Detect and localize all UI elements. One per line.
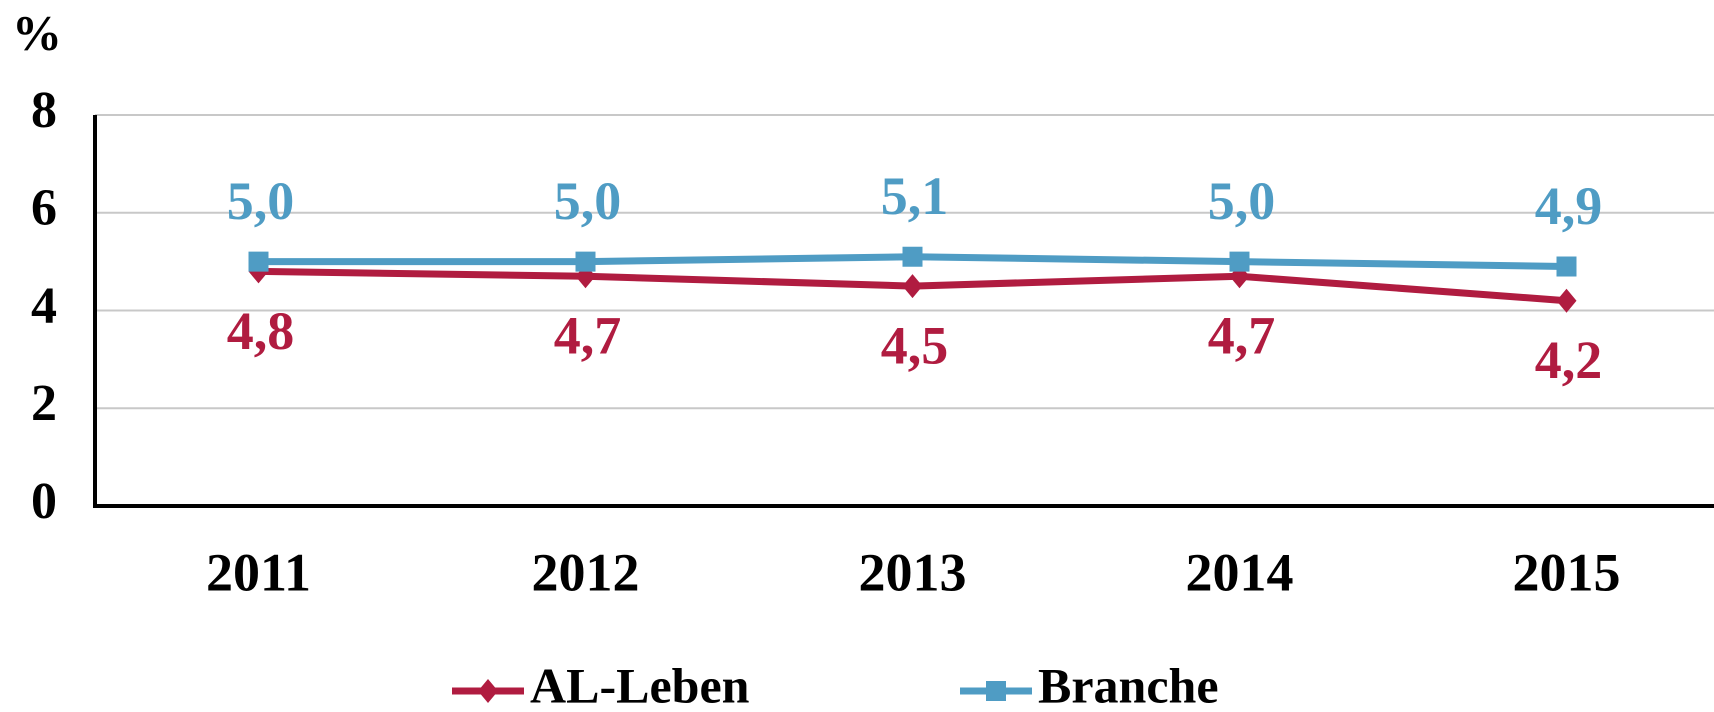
data-label: 5,0 [1208, 171, 1276, 231]
y-tick-label: 2 [31, 375, 57, 432]
data-label: 4,9 [1535, 176, 1603, 236]
point [248, 251, 269, 272]
data-label: 4,8 [227, 301, 295, 361]
y-axis-label: % [12, 4, 62, 60]
data-label: 5,0 [227, 171, 295, 231]
point [575, 251, 596, 272]
x-tick-label: 2011 [206, 542, 311, 602]
legend-label: Branche [1038, 657, 1219, 712]
data-label: 4,5 [881, 315, 949, 375]
data-label: 4,7 [554, 306, 622, 366]
data-label: 5,0 [554, 171, 622, 231]
x-tick-label: 2013 [859, 542, 967, 602]
point [902, 274, 923, 299]
point [1556, 288, 1577, 313]
data-label: 5,1 [881, 166, 949, 226]
legend-marker [478, 679, 498, 703]
y-tick-label: 8 [31, 82, 57, 139]
point [902, 246, 923, 267]
y-tick-label: 0 [31, 473, 57, 530]
data-label: 4,2 [1535, 330, 1603, 390]
x-tick-label: 2012 [532, 542, 640, 602]
legend-marker [986, 681, 1006, 701]
data-label: 4,7 [1208, 306, 1276, 366]
legend-label: AL-Leben [530, 657, 750, 712]
y-tick-label: 4 [31, 277, 57, 334]
x-tick-label: 2015 [1513, 542, 1621, 602]
point [1229, 251, 1250, 272]
x-tick-label: 2014 [1186, 542, 1294, 602]
point [1556, 256, 1577, 277]
y-tick-label: 6 [31, 180, 57, 237]
